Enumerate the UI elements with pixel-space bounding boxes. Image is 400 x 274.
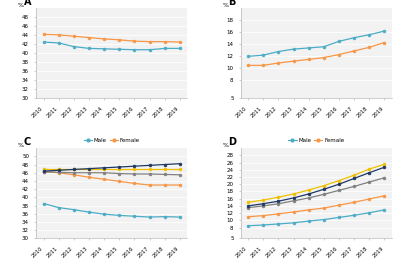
Text: %: % — [18, 3, 24, 8]
Legend: Male, Female: Male, Female — [286, 136, 346, 145]
Text: A: A — [24, 0, 31, 7]
Text: %: % — [222, 143, 228, 148]
Text: %: % — [18, 143, 24, 148]
Text: C: C — [24, 137, 31, 147]
Text: D: D — [228, 137, 236, 147]
Text: B: B — [228, 0, 236, 7]
Legend: Male, Female: Male, Female — [82, 136, 142, 145]
Text: %: % — [222, 3, 228, 8]
